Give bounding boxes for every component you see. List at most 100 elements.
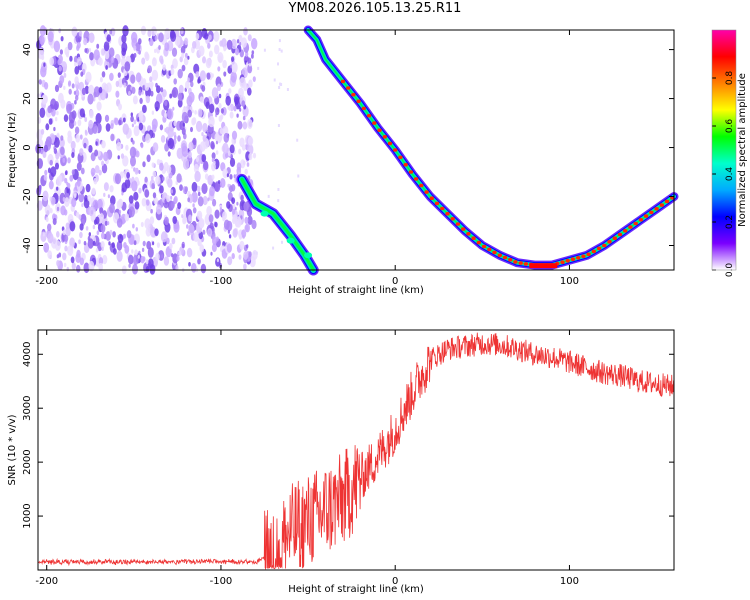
noise-blob [82, 113, 86, 118]
noise-blob [100, 212, 103, 217]
noise-blob [102, 254, 108, 265]
noise-blob [226, 173, 229, 178]
noise-blob [95, 113, 102, 124]
noise-blob [131, 86, 136, 94]
noise-blob [246, 162, 250, 167]
noise-blob [188, 214, 193, 222]
noise-blob [88, 260, 95, 272]
noise-blob [95, 248, 99, 253]
noise-speck [249, 63, 251, 67]
noise-blob [151, 110, 155, 115]
noise-blob [44, 169, 48, 176]
noise-blob [71, 262, 76, 270]
noise-blob [130, 74, 136, 84]
noise-blob [199, 96, 204, 103]
noise-blob [239, 137, 245, 148]
noise-blob [178, 250, 182, 257]
noise-blob [65, 170, 68, 176]
noise-speck [253, 251, 256, 255]
noise-blob [229, 111, 234, 119]
snr-y-tick-label: 3000 [22, 395, 33, 420]
noise-blob [50, 196, 56, 206]
noise-blob [125, 144, 129, 151]
noise-blob [60, 135, 64, 141]
noise-blob [105, 65, 108, 70]
noise-blob [122, 155, 129, 167]
noise-blob [218, 103, 222, 109]
noise-blob [202, 122, 208, 133]
noise-blob [181, 127, 186, 135]
noise-blob [89, 109, 94, 119]
noise-blob [209, 103, 215, 114]
doppler-peak [466, 232, 471, 236]
noise-blob [217, 135, 222, 144]
noise-blob [241, 37, 248, 48]
noise-blob [84, 117, 88, 122]
noise-blob [187, 109, 192, 118]
noise-blob [110, 56, 115, 64]
noise-blob [197, 191, 201, 197]
noise-blob [231, 184, 236, 192]
noise-blob [231, 130, 238, 140]
noise-blob [69, 175, 74, 182]
noise-blob [218, 93, 222, 99]
noise-blob [212, 198, 217, 207]
noise-blob [45, 217, 49, 222]
noise-blob [238, 233, 243, 240]
doppler-curve [236, 25, 679, 276]
noise-blob [76, 264, 81, 273]
noise-blob [211, 157, 215, 163]
noise-blob [49, 208, 53, 214]
noise-blob [56, 186, 59, 191]
noise-blob [188, 223, 195, 236]
noise-blob [174, 135, 177, 140]
noise-blob [147, 65, 152, 74]
noise-blob [135, 227, 138, 232]
noise-blob [185, 52, 188, 58]
noise-blob [64, 234, 69, 242]
noise-blob [252, 76, 256, 82]
noise-blob [172, 253, 179, 264]
noise-blob [60, 36, 64, 42]
noise-blob [171, 87, 179, 98]
noise-blob [202, 195, 208, 206]
noise-blob [88, 119, 94, 129]
noise-blob [173, 78, 177, 85]
noise-blob [131, 176, 135, 182]
snr-y-tick-label: 2000 [22, 449, 33, 474]
noise-blob [235, 216, 242, 228]
noise-blob [159, 185, 164, 194]
snr-frame [37, 329, 675, 571]
doppler-peak [382, 135, 387, 139]
noise-blob [246, 244, 249, 249]
noise-blob [94, 165, 100, 174]
noise-blob [122, 117, 126, 123]
noise-blob [115, 80, 120, 88]
noise-blob [231, 56, 235, 62]
noise-blob [166, 195, 171, 203]
noise-blob [114, 117, 119, 126]
noise-blob [70, 256, 75, 264]
noise-blob [62, 157, 66, 163]
noise-blob [74, 66, 80, 75]
doppler-peak [612, 236, 617, 240]
noise-blob [171, 253, 174, 258]
noise-speck [255, 251, 258, 255]
doppler-peak [346, 86, 351, 90]
noise-blob [69, 55, 73, 62]
noise-blob [110, 195, 116, 206]
noise-blob [214, 209, 220, 219]
noise-blob [216, 83, 222, 92]
noise-blob [132, 140, 135, 145]
noise-blob [236, 39, 240, 44]
noise-blob [245, 223, 250, 233]
noise-blob [192, 41, 197, 49]
noise-blob [138, 113, 144, 123]
noise-blob [134, 168, 139, 175]
noise-blob [176, 255, 180, 262]
noise-blob [164, 100, 168, 106]
doppler-peak [481, 244, 487, 249]
noise-blob [244, 168, 248, 175]
noise-blob [202, 56, 206, 64]
noise-blob [45, 123, 50, 131]
